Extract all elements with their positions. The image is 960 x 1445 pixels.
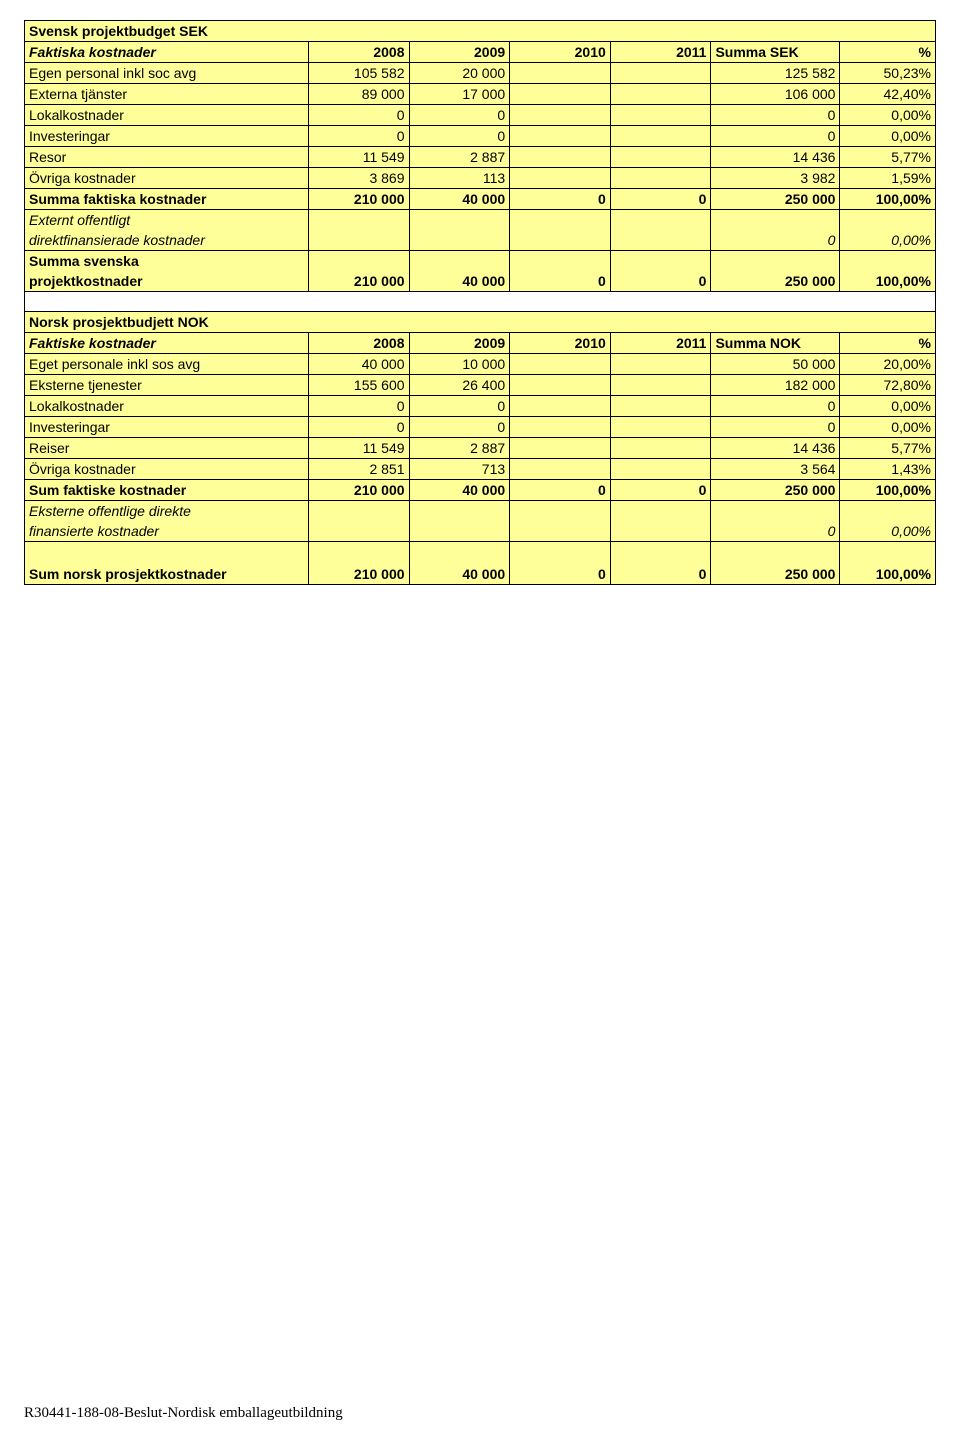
t2-sumf-label: Sum faktiske kostnader	[25, 480, 309, 501]
t1-row-label: Egen personal inkl soc avg	[25, 63, 309, 84]
t2-ext-l1: Eksterne offentlige direkte	[25, 501, 309, 522]
t2-row-5: Övriga kostnader2 8517133 5641,43%	[25, 459, 936, 480]
t1-h-label: Faktiska kostnader	[25, 42, 309, 63]
t1-row-1: Externa tjänster89 00017 000106 00042,40…	[25, 84, 936, 105]
t1-row-0: Egen personal inkl soc avg105 58220 0001…	[25, 63, 936, 84]
t1-sumsv-r1: Summa svenska	[25, 251, 936, 272]
t2-header: Faktiske kostnader2008200920102011Summa …	[25, 333, 936, 354]
t2-title: Norsk prosjektbudjett NOK	[25, 312, 936, 333]
t1-ext-r2: direktfinansierade kostnader00,00%	[25, 230, 936, 251]
t1-ext-r1: Externt offentligt	[25, 210, 936, 231]
t2-h-sum: Summa NOK	[711, 333, 840, 354]
t2-sum-faktiske: Sum faktiske kostnader210 00040 00000250…	[25, 480, 936, 501]
t2-row-3: Investeringar0000,00%	[25, 417, 936, 438]
t2-row-label: Eksterne tjenester	[25, 375, 309, 396]
t2-row-label: Eget personale inkl sos avg	[25, 354, 309, 375]
t1-sum-faktiska: Summa faktiska kostnader210 00040 000002…	[25, 189, 936, 210]
budget-tables: Svensk projektbudget SEKFaktiska kostnad…	[24, 20, 936, 585]
t2-row-1: Eksterne tjenester155 60026 400182 00072…	[25, 375, 936, 396]
t2-row-label: Övriga kostnader	[25, 459, 309, 480]
t1-sumsv-l2: projektkostnader	[25, 271, 309, 292]
t2-h-label: Faktiske kostnader	[25, 333, 309, 354]
t1-title: Svensk projektbudget SEK	[25, 21, 936, 42]
t1-row-label: Lokalkostnader	[25, 105, 309, 126]
t2-row-2: Lokalkostnader0000,00%	[25, 396, 936, 417]
t2-gap-row	[25, 542, 936, 564]
t1-row-label: Resor	[25, 147, 309, 168]
t2-row-label: Reiser	[25, 438, 309, 459]
t2-sum-norsk: Sum norsk prosjektkostnader210 00040 000…	[25, 564, 936, 585]
t1-row-label: Externa tjänster	[25, 84, 309, 105]
t1-sumf-label: Summa faktiska kostnader	[25, 189, 309, 210]
t1-row-2: Lokalkostnader0000,00%	[25, 105, 936, 126]
t1-h-sum: Summa SEK	[711, 42, 840, 63]
t1-title-row: Svensk projektbudget SEK	[25, 21, 936, 42]
t2-ext-r2: finansierte kostnader00,00%	[25, 521, 936, 542]
t2-ext-l2: finansierte kostnader	[25, 521, 309, 542]
t1-ext-l2: direktfinansierade kostnader	[25, 230, 309, 251]
t2-row-label: Lokalkostnader	[25, 396, 309, 417]
t1-row-5: Övriga kostnader3 8691133 9821,59%	[25, 168, 936, 189]
t1-row-4: Resor11 5492 88714 4365,77%	[25, 147, 936, 168]
t1-row-label: Investeringar	[25, 126, 309, 147]
t1-header: Faktiska kostnader2008200920102011Summa …	[25, 42, 936, 63]
t1-row-3: Investeringar0000,00%	[25, 126, 936, 147]
t2-title-row: Norsk prosjektbudjett NOK	[25, 312, 936, 333]
t2-row-label: Investeringar	[25, 417, 309, 438]
spacer-row	[25, 292, 936, 312]
t1-sumsv-l1: Summa svenska	[25, 251, 309, 272]
t1-sumsv-r2: projektkostnader210 00040 00000250 00010…	[25, 271, 936, 292]
footer-text: R30441-188-08-Beslut-Nordisk emballageut…	[24, 1405, 936, 1422]
t1-row-label: Övriga kostnader	[25, 168, 309, 189]
t2-row-4: Reiser11 5492 88714 4365,77%	[25, 438, 936, 459]
t2-row-0: Eget personale inkl sos avg40 00010 0005…	[25, 354, 936, 375]
t2-sumnorsk-label: Sum norsk prosjektkostnader	[25, 564, 309, 585]
t2-ext-r1: Eksterne offentlige direkte	[25, 501, 936, 522]
t1-ext-l1: Externt offentligt	[25, 210, 309, 231]
